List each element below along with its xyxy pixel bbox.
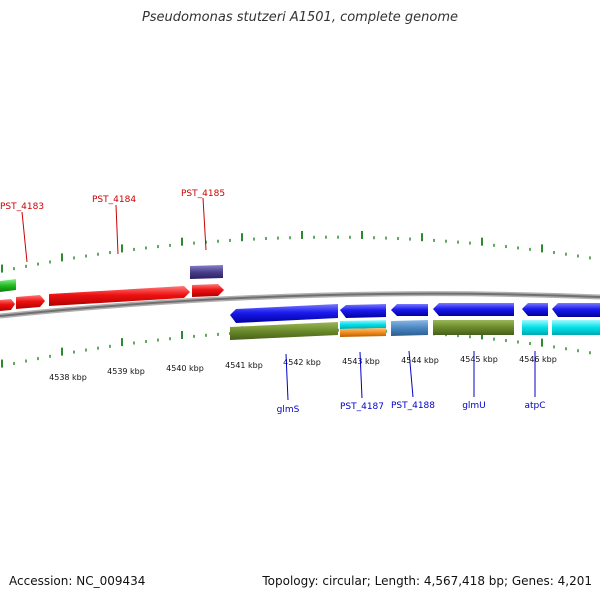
- gene-arrow-pst-4187[interactable]: [340, 304, 386, 318]
- gene-arrow-pst-4183[interactable]: [16, 295, 45, 309]
- kbp-tick-label: 4542 kbp: [283, 358, 321, 367]
- leader-line: [359, 351, 363, 399]
- leader-line: [202, 197, 207, 251]
- gene-block-olive-2[interactable]: [433, 320, 514, 335]
- genome-summary: Topology: circular; Length: 4,567,418 bp…: [262, 574, 592, 588]
- leader-line: [115, 204, 119, 255]
- gene-label-pst-4188[interactable]: PST_4188: [391, 401, 435, 411]
- kbp-tick-label: 4543 kbp: [342, 357, 380, 366]
- leader-line: [21, 211, 28, 263]
- kbp-tick-label: 4541 kbp: [225, 361, 263, 370]
- gene-arrow-pst-4184[interactable]: [49, 286, 190, 306]
- reverse-strand-genes: [230, 303, 600, 340]
- gene-arrow-reverse[interactable]: [552, 303, 600, 317]
- leader-line: [408, 350, 414, 398]
- gene-arrow-green[interactable]: [0, 279, 16, 292]
- gene-label-pst-4185[interactable]: PST_4185: [181, 189, 225, 199]
- gene-arrow-forward[interactable]: [0, 299, 15, 311]
- gene-block-steel[interactable]: [391, 320, 428, 336]
- kbp-tick-label: 4539 kbp: [107, 367, 145, 376]
- gene-block-cyan[interactable]: [340, 320, 386, 329]
- gene-label-pst-4187[interactable]: PST_4187: [340, 402, 384, 412]
- gene-label-atpc[interactable]: atpC: [524, 401, 545, 411]
- gene-arrow-pst-4188[interactable]: [391, 304, 428, 316]
- gene-arrow-glmu[interactable]: [433, 303, 514, 316]
- reverse-gene-labels: glmS PST_4187 PST_4188 glmU atpC: [277, 350, 546, 415]
- leader-line: [285, 353, 289, 401]
- kbp-tick-label: 4546 kbp: [519, 355, 557, 364]
- gene-label-pst-4184[interactable]: PST_4184: [92, 195, 136, 205]
- gene-block-olive[interactable]: [230, 322, 338, 340]
- gene-block-cyan-3[interactable]: [552, 320, 600, 335]
- kbp-axis: 4538 kbp 4539 kbp 4540 kbp 4541 kbp 4542…: [49, 355, 557, 382]
- gene-arrow-atpc[interactable]: [522, 303, 548, 316]
- kbp-tick-label: 4545 kbp: [460, 355, 498, 364]
- map-title: Pseudomonas stutzeri A1501, complete gen…: [141, 10, 459, 25]
- gene-block-orange[interactable]: [340, 328, 386, 337]
- kbp-tick-label: 4538 kbp: [49, 373, 87, 382]
- gene-label-glmu[interactable]: glmU: [462, 401, 486, 411]
- gene-label-pst-4183[interactable]: PST_4183: [0, 202, 44, 212]
- forward-strand-genes: [0, 265, 224, 311]
- gene-arrow-glms[interactable]: [230, 304, 338, 323]
- accession-info: Accession: NC_009434: [9, 574, 146, 588]
- forward-gene-labels: PST_4183 PST_4184 PST_4185: [0, 189, 225, 263]
- gene-block-cyan-2[interactable]: [522, 320, 548, 335]
- kbp-tick-label: 4540 kbp: [166, 364, 204, 373]
- genome-backbone-line: [0, 292, 600, 317]
- gene-block-slate[interactable]: [190, 265, 223, 279]
- gene-label-glms[interactable]: glmS: [277, 405, 300, 415]
- gene-arrow-pst-4185[interactable]: [192, 284, 224, 297]
- kbp-tick-label: 4544 kbp: [401, 356, 439, 365]
